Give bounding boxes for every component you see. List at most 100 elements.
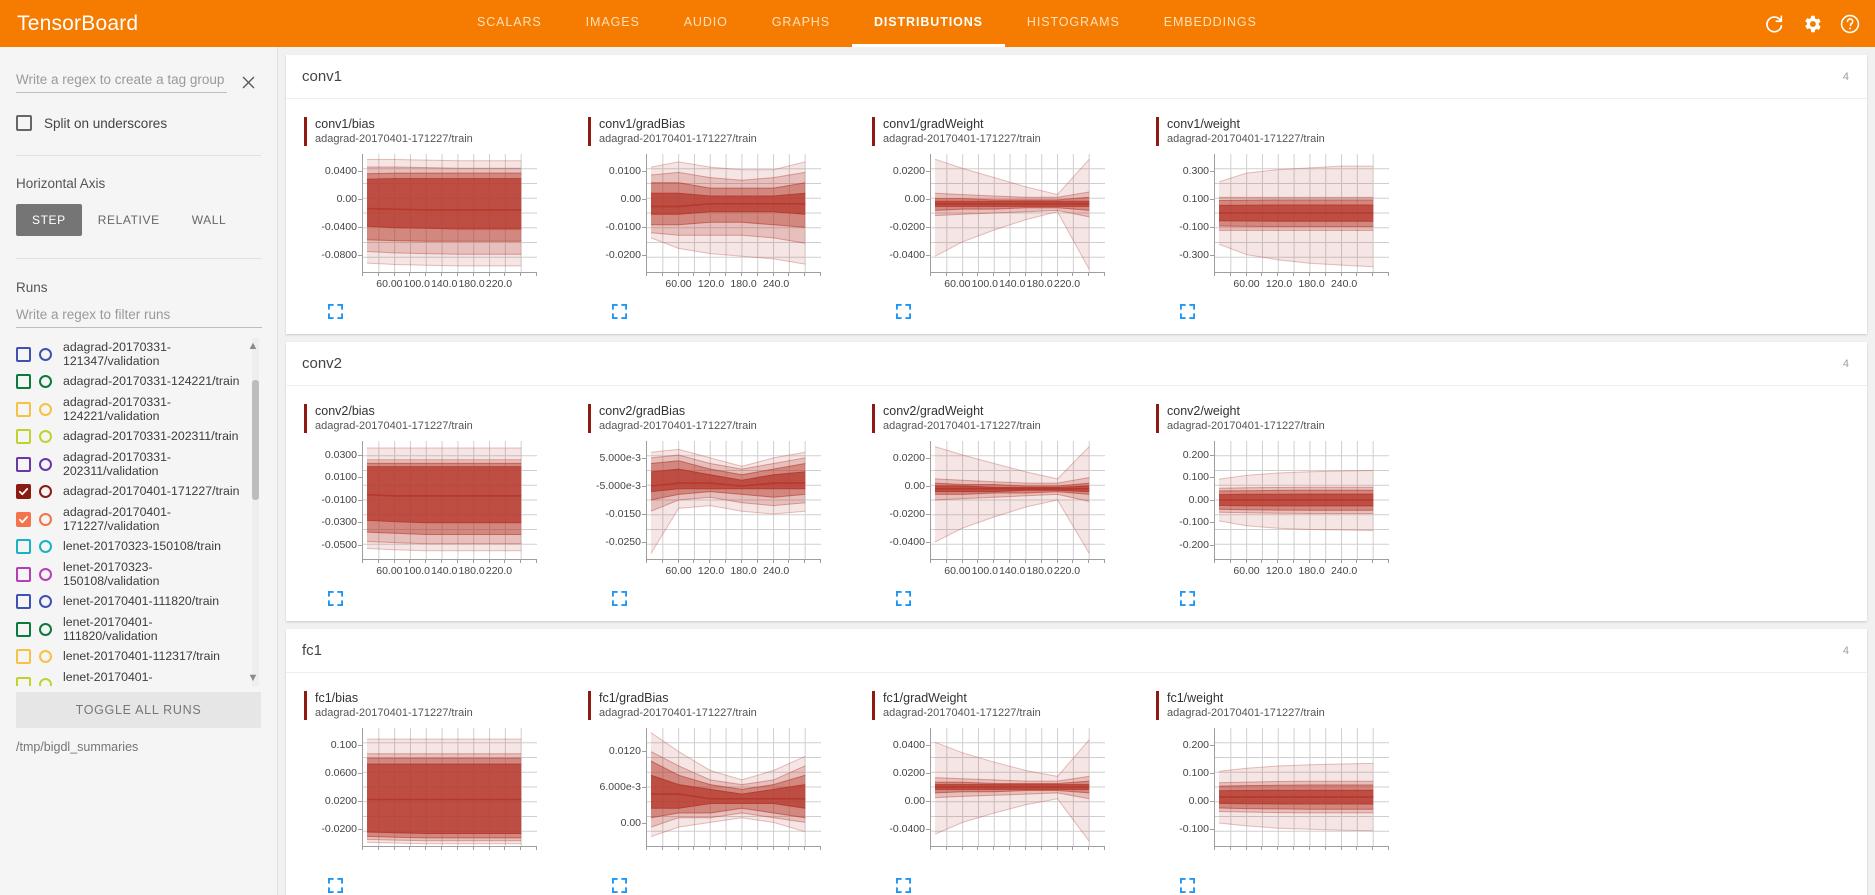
run-item[interactable]: lenet-20170401-111820/validation bbox=[16, 613, 245, 645]
run-checkbox[interactable] bbox=[16, 676, 31, 686]
run-checkbox[interactable] bbox=[16, 594, 31, 609]
distribution-plot[interactable] bbox=[362, 728, 537, 846]
run-color-dot bbox=[39, 430, 52, 443]
x-axis-tickmark bbox=[1356, 272, 1358, 276]
run-checkbox[interactable] bbox=[16, 346, 31, 362]
split-on-underscores-row[interactable]: Split on underscores bbox=[16, 115, 261, 131]
x-axis-tickmark bbox=[977, 559, 979, 563]
run-item[interactable]: adagrad-20170331-124221/train bbox=[16, 370, 245, 393]
run-item[interactable]: adagrad-20170331-202311/train bbox=[16, 425, 245, 448]
expand-chart-icon[interactable] bbox=[612, 304, 854, 319]
run-checkbox[interactable] bbox=[16, 539, 31, 554]
x-axis-tick: 140.0 bbox=[431, 278, 458, 290]
run-label: adagrad-20170401-171227/validation bbox=[63, 504, 172, 534]
distribution-plot[interactable] bbox=[1214, 154, 1389, 272]
gear-icon[interactable] bbox=[1801, 13, 1823, 35]
x-axis-tickmark bbox=[756, 846, 758, 850]
tab-histograms[interactable]: HISTOGRAMS bbox=[1026, 15, 1120, 29]
run-item[interactable]: adagrad-20170331-124221/validation bbox=[16, 393, 245, 425]
chart-tag-name: fc1/weight bbox=[1167, 691, 1224, 705]
expand-chart-icon[interactable] bbox=[1180, 878, 1422, 893]
tag-group-header[interactable]: conv2 4 bbox=[286, 342, 1867, 386]
distribution-plot[interactable] bbox=[646, 441, 821, 559]
run-checkbox[interactable] bbox=[16, 456, 31, 472]
expand-chart-icon[interactable] bbox=[612, 878, 854, 893]
distribution-plot[interactable] bbox=[1214, 441, 1389, 559]
expand-chart-icon[interactable] bbox=[328, 304, 570, 319]
run-checkbox[interactable] bbox=[16, 429, 31, 444]
y-axis-tick: 0.0300 bbox=[324, 448, 363, 461]
run-item[interactable]: adagrad-20170401-171227/validation bbox=[16, 503, 245, 535]
tag-group-regex-input[interactable] bbox=[16, 70, 227, 93]
run-item[interactable]: lenet-20170323-150108/train bbox=[16, 535, 245, 558]
distribution-plot[interactable] bbox=[930, 728, 1105, 846]
tab-audio[interactable]: AUDIO bbox=[683, 15, 728, 29]
runs-list[interactable]: adagrad-20170331-121347/validation adagra… bbox=[16, 338, 261, 686]
x-axis: 60.00 100.0 140.0 180.0 220.0 bbox=[362, 272, 537, 294]
expand-chart-icon[interactable] bbox=[896, 591, 1138, 606]
sidebar-divider-2 bbox=[16, 258, 261, 259]
distributions-content[interactable]: conv1 4 conv1/bias adagrad-20170401-171227/… bbox=[278, 47, 1875, 895]
run-checkbox[interactable] bbox=[16, 484, 31, 499]
x-axis-tickmark bbox=[945, 272, 947, 276]
run-color-bar bbox=[1156, 691, 1159, 720]
distribution-plot[interactable] bbox=[362, 441, 537, 559]
run-checkbox[interactable] bbox=[16, 566, 31, 582]
axis-option-wall[interactable]: WALL bbox=[191, 213, 227, 227]
chart-head: conv2/gradWeight adagrad-20170401-171227/… bbox=[872, 404, 1138, 433]
expand-chart-icon[interactable] bbox=[1180, 304, 1422, 319]
scroll-up-icon[interactable]: ▲ bbox=[247, 340, 259, 352]
tab-embeddings[interactable]: EMBEDDINGS bbox=[1163, 15, 1257, 29]
expand-chart-icon[interactable] bbox=[1180, 591, 1422, 606]
help-icon[interactable] bbox=[1839, 13, 1861, 35]
refresh-icon[interactable] bbox=[1763, 13, 1785, 35]
clear-regex-icon[interactable] bbox=[235, 69, 261, 95]
run-item[interactable]: lenet-20170401-112317/train bbox=[16, 645, 245, 668]
run-checkbox[interactable] bbox=[16, 649, 31, 664]
tab-images[interactable]: IMAGES bbox=[585, 15, 640, 29]
split-on-underscores-checkbox[interactable] bbox=[16, 115, 32, 131]
expand-chart-icon[interactable] bbox=[896, 878, 1138, 893]
expand-chart-icon[interactable] bbox=[328, 591, 570, 606]
x-axis-tick: 180.0 bbox=[458, 278, 485, 290]
tag-group-header[interactable]: conv1 4 bbox=[286, 55, 1867, 99]
x-axis-tickmark bbox=[536, 272, 537, 276]
distribution-plot[interactable] bbox=[930, 154, 1105, 272]
tag-group-header[interactable]: fc1 4 bbox=[286, 629, 1867, 673]
distribution-plot[interactable] bbox=[930, 441, 1105, 559]
y-axis-tick: 0.0400 bbox=[324, 165, 363, 178]
chart-tag-name: conv2/bias bbox=[315, 404, 375, 418]
distribution-plot[interactable] bbox=[646, 728, 821, 846]
run-checkbox[interactable] bbox=[16, 621, 31, 637]
x-axis-tick: 140.0 bbox=[999, 278, 1026, 290]
tab-scalars[interactable]: SCALARS bbox=[477, 15, 542, 29]
expand-chart-icon[interactable] bbox=[612, 591, 854, 606]
runs-filter-input[interactable] bbox=[16, 305, 262, 328]
runs-scrollbar-thumb[interactable] bbox=[252, 380, 259, 500]
distribution-plot[interactable] bbox=[362, 154, 537, 272]
axis-option-relative[interactable]: RELATIVE bbox=[97, 213, 160, 227]
run-checkbox[interactable] bbox=[16, 401, 31, 417]
scroll-down-icon[interactable]: ▼ bbox=[247, 672, 259, 684]
run-item[interactable]: adagrad-20170401-171227/train bbox=[16, 480, 245, 503]
tab-distributions[interactable]: DISTRIBUTIONS bbox=[851, 0, 1005, 47]
y-axis: 0.200 0.100 0.00 -0.100 -0.200 bbox=[1156, 441, 1215, 559]
runs-scrollbar[interactable] bbox=[252, 338, 259, 686]
toggle-all-runs-button[interactable]: TOGGLE ALL RUNS bbox=[16, 692, 261, 728]
run-checkbox[interactable] bbox=[16, 511, 31, 527]
expand-chart-icon[interactable] bbox=[896, 304, 1138, 319]
run-checkbox[interactable] bbox=[16, 374, 31, 389]
tab-graphs[interactable]: GRAPHS bbox=[771, 15, 830, 29]
expand-chart-icon[interactable] bbox=[328, 878, 570, 893]
run-item[interactable]: adagrad-20170331-202311/validation bbox=[16, 448, 245, 480]
y-axis: 0.0120 6.000e-3 0.00 bbox=[588, 728, 647, 846]
run-item[interactable]: lenet-20170401-112317/validation bbox=[16, 668, 245, 686]
run-item[interactable]: lenet-20170401-111820/train bbox=[16, 590, 245, 613]
run-item[interactable]: lenet-20170323-150108/validation bbox=[16, 558, 245, 590]
distribution-plot[interactable] bbox=[1214, 728, 1389, 846]
x-axis-line bbox=[646, 559, 820, 560]
run-item[interactable]: adagrad-20170331-121347/validation bbox=[16, 338, 245, 370]
axis-option-step[interactable]: STEP bbox=[16, 204, 82, 236]
x-axis-tick: 140.0 bbox=[999, 565, 1026, 577]
distribution-plot[interactable] bbox=[646, 154, 821, 272]
